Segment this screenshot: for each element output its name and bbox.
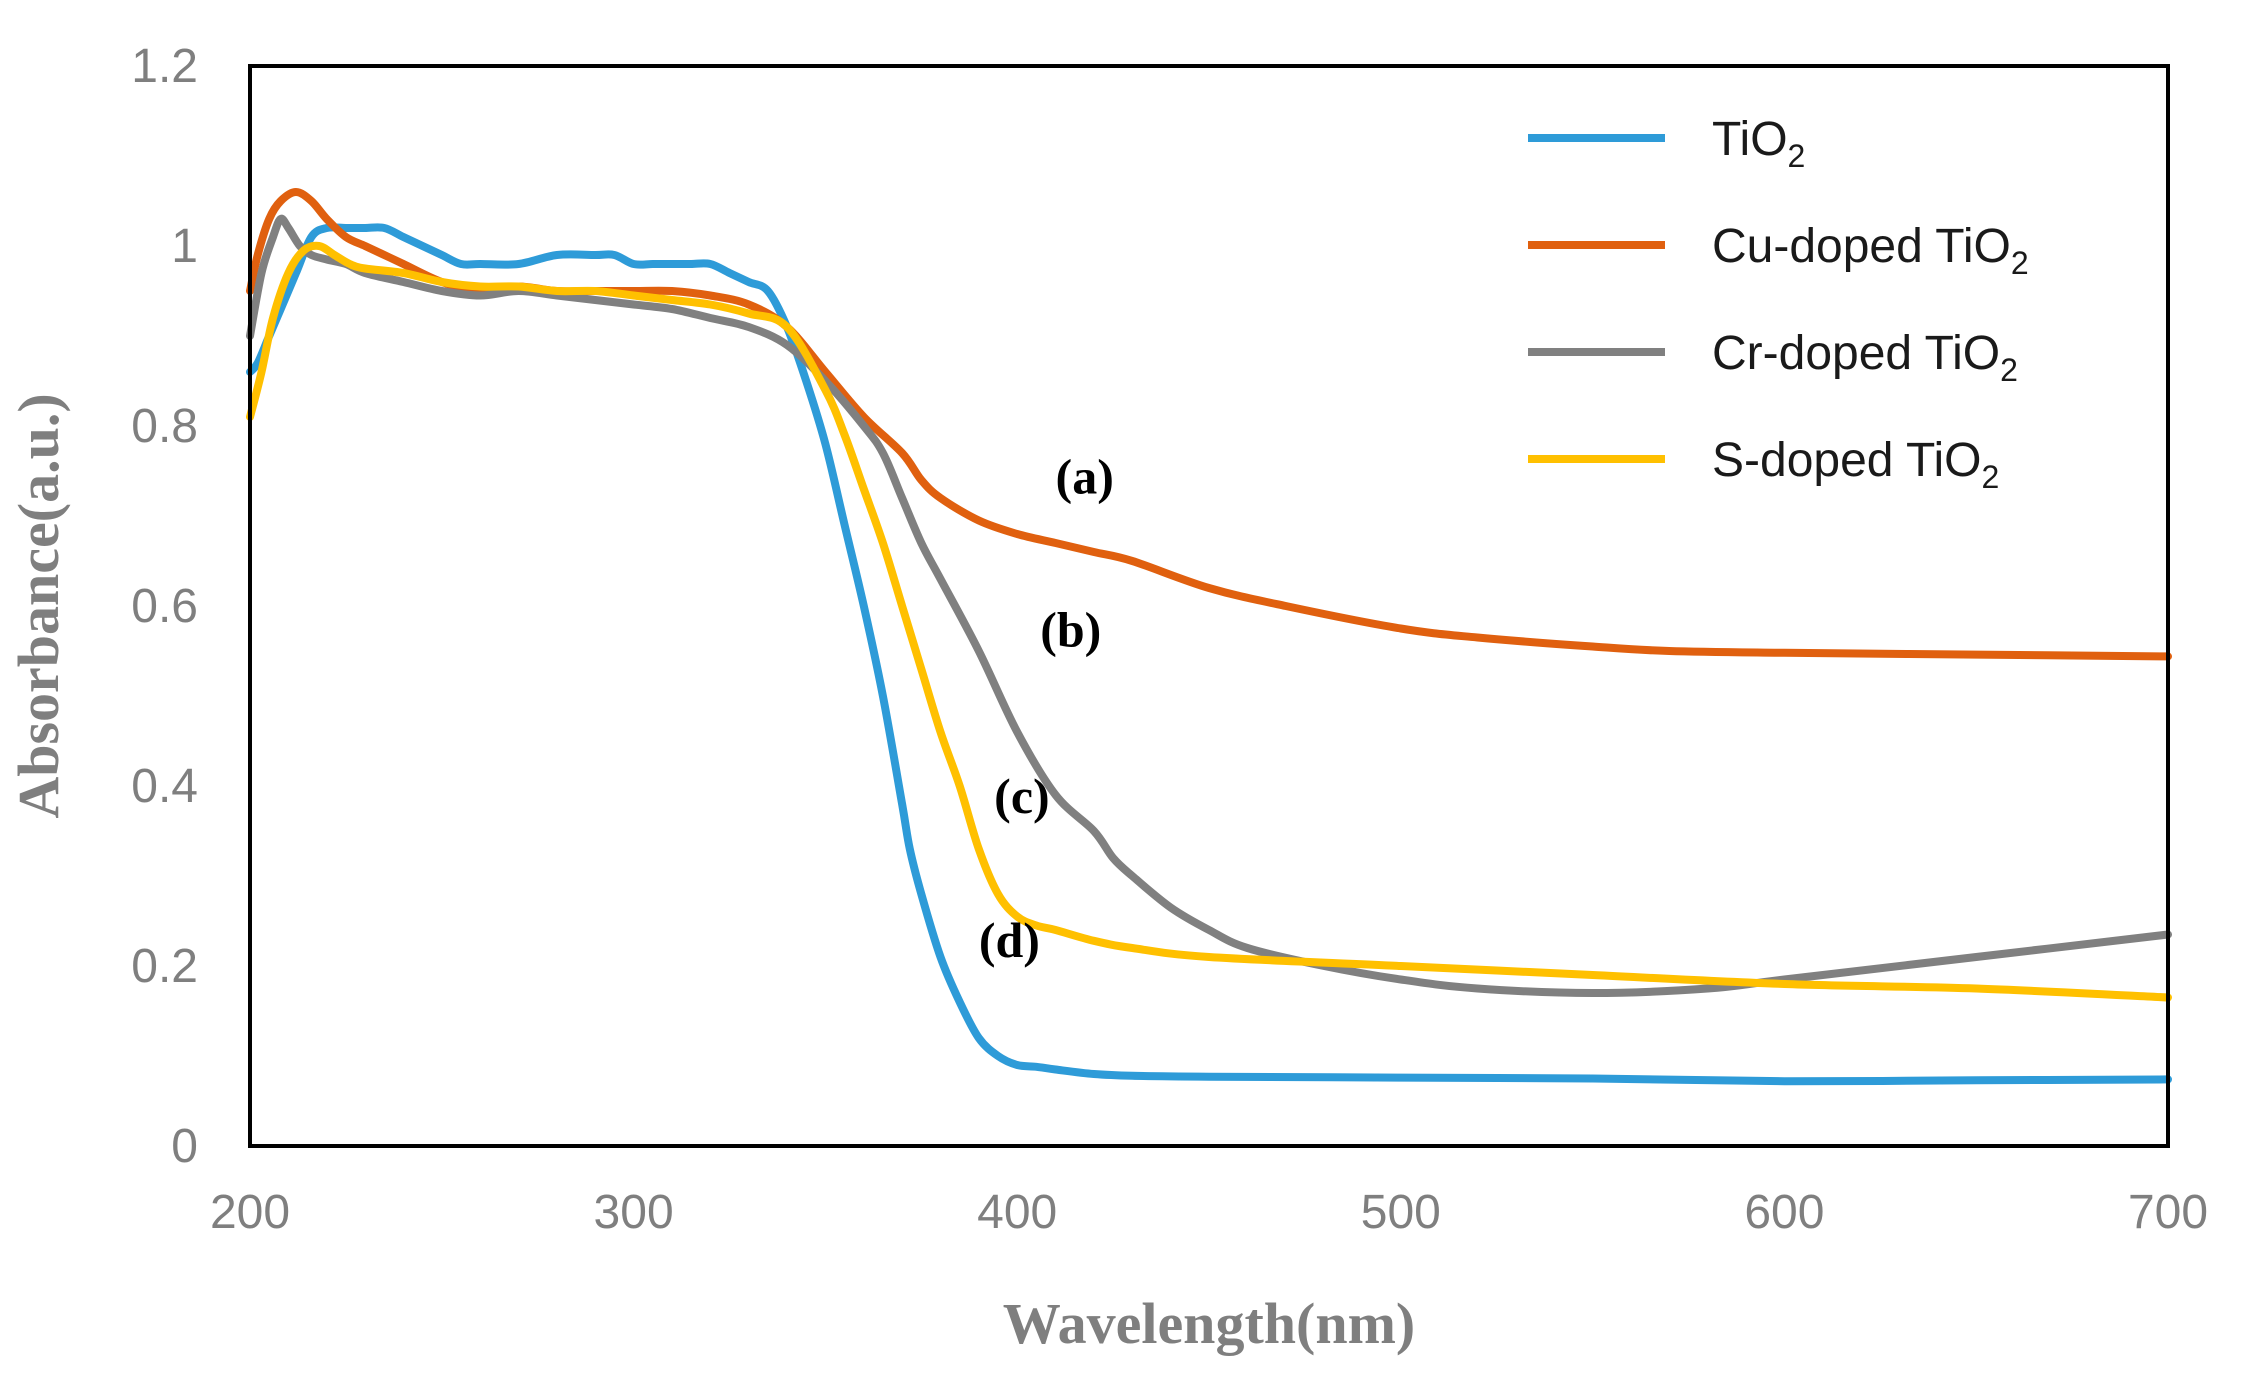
legend-entry-label: S-doped TiO2 <box>1712 434 1999 495</box>
x-tick-label: 700 <box>2128 1186 2208 1239</box>
x-tick-label: 600 <box>1744 1186 1824 1239</box>
curve-annotation-label: (a) <box>1056 449 1114 505</box>
y-tick-label: 1 <box>171 220 198 273</box>
x-tick-label: 200 <box>210 1186 290 1239</box>
legend-entry-label: Cr-doped TiO2 <box>1712 327 2018 388</box>
y-tick-label: 0.4 <box>131 760 198 813</box>
x-tick-label: 500 <box>1361 1186 1441 1239</box>
legend-label-main: S-doped TiO <box>1712 434 1981 487</box>
x-axis-title: Wavelength(nm) <box>1003 1291 1415 1356</box>
legend-label-subscript: 2 <box>2011 245 2029 281</box>
plot-area-frame <box>248 64 2170 1148</box>
curve-annotation-label: (b) <box>1040 602 1101 658</box>
y-tick-label: 1.2 <box>131 40 198 93</box>
series-layer <box>246 188 2172 1086</box>
legend-label-main: Cr-doped TiO <box>1712 327 2000 380</box>
legend-label-main: Cu-doped TiO <box>1712 220 2011 273</box>
y-axis-title: Absorbance(a.u.) <box>6 393 71 818</box>
legend-label-main: TiO <box>1712 113 1788 166</box>
legend-label-subscript: 2 <box>1981 459 1999 495</box>
curve-annotation-label: (d) <box>979 912 1040 968</box>
legend-entry-label: TiO2 <box>1712 113 1805 174</box>
series-line-cu-doped-tio2 <box>246 188 2172 661</box>
legend-entry-label: Cu-doped TiO2 <box>1712 220 2029 281</box>
y-tick-label: 0.6 <box>131 580 198 633</box>
annotation-layer: (a) (b) (c) (d) <box>979 449 1114 969</box>
series-line-cr-doped-tio2 <box>246 214 2172 997</box>
tick-layer: 200 300 400 500 600 700 0 0.2 0.4 0.6 0.8 1 1.2 <box>131 40 2208 1239</box>
x-tick-label: 300 <box>594 1186 674 1239</box>
x-tick-label: 400 <box>977 1186 1057 1239</box>
curve-annotation-label: (c) <box>994 768 1050 824</box>
y-tick-label: 0 <box>171 1120 198 1173</box>
series-line-s-doped-tio2 <box>246 241 2172 1002</box>
legend-label-subscript: 2 <box>2000 352 2018 388</box>
legend-label-subscript: 2 <box>1788 138 1806 174</box>
y-tick-label: 0.8 <box>131 400 198 453</box>
y-tick-label: 0.2 <box>131 940 198 993</box>
